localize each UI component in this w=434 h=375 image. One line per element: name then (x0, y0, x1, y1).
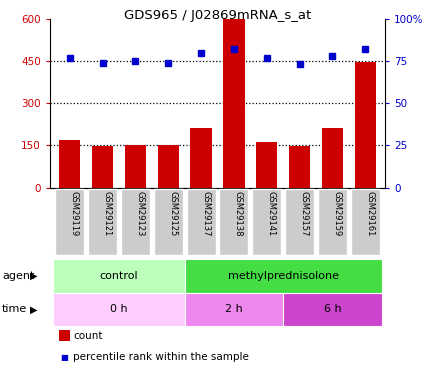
Bar (288, 146, 309, 188)
Bar (157, 145, 178, 188)
Text: 0 h: 0 h (110, 304, 128, 314)
Bar (184, 292, 283, 326)
Bar (219, 189, 248, 255)
Text: ▶: ▶ (30, 304, 38, 314)
Bar (256, 142, 277, 188)
Text: GSM29141: GSM29141 (266, 191, 275, 236)
Text: GSM29125: GSM29125 (168, 191, 177, 236)
Bar (92, 146, 113, 188)
Bar (321, 128, 342, 188)
Bar (354, 62, 375, 188)
Text: control: control (99, 271, 138, 280)
Text: ▶: ▶ (30, 271, 38, 280)
Text: GSM29161: GSM29161 (365, 191, 373, 236)
Bar (121, 189, 149, 255)
Bar (88, 189, 117, 255)
Bar (154, 189, 182, 255)
Text: time: time (2, 304, 27, 314)
Bar (285, 189, 313, 255)
Bar (53, 292, 184, 326)
Bar (186, 189, 215, 255)
Bar (252, 189, 280, 255)
Bar (317, 189, 346, 255)
Bar (223, 19, 244, 188)
Text: ■: ■ (60, 353, 68, 362)
Text: GSM29123: GSM29123 (135, 191, 144, 236)
Text: methylprednisolone: methylprednisolone (227, 271, 338, 280)
Text: GSM29159: GSM29159 (332, 191, 341, 236)
Text: GSM29157: GSM29157 (299, 191, 308, 236)
Text: 2 h: 2 h (224, 304, 242, 314)
Text: GSM29119: GSM29119 (69, 191, 79, 236)
Text: count: count (73, 331, 102, 340)
Bar (55, 189, 84, 255)
Text: GDS965 / J02869mRNA_s_at: GDS965 / J02869mRNA_s_at (124, 9, 310, 22)
Text: GSM29121: GSM29121 (102, 191, 111, 236)
Text: GSM29138: GSM29138 (233, 191, 242, 237)
Text: 6 h: 6 h (323, 304, 340, 314)
Bar (59, 140, 80, 188)
Bar (190, 128, 211, 188)
Text: agent: agent (2, 271, 34, 280)
Text: GSM29137: GSM29137 (201, 191, 210, 237)
Bar (53, 259, 184, 292)
Bar (350, 189, 379, 255)
Bar (184, 259, 381, 292)
Bar (283, 292, 381, 326)
Bar (125, 145, 146, 188)
Text: percentile rank within the sample: percentile rank within the sample (73, 352, 248, 362)
